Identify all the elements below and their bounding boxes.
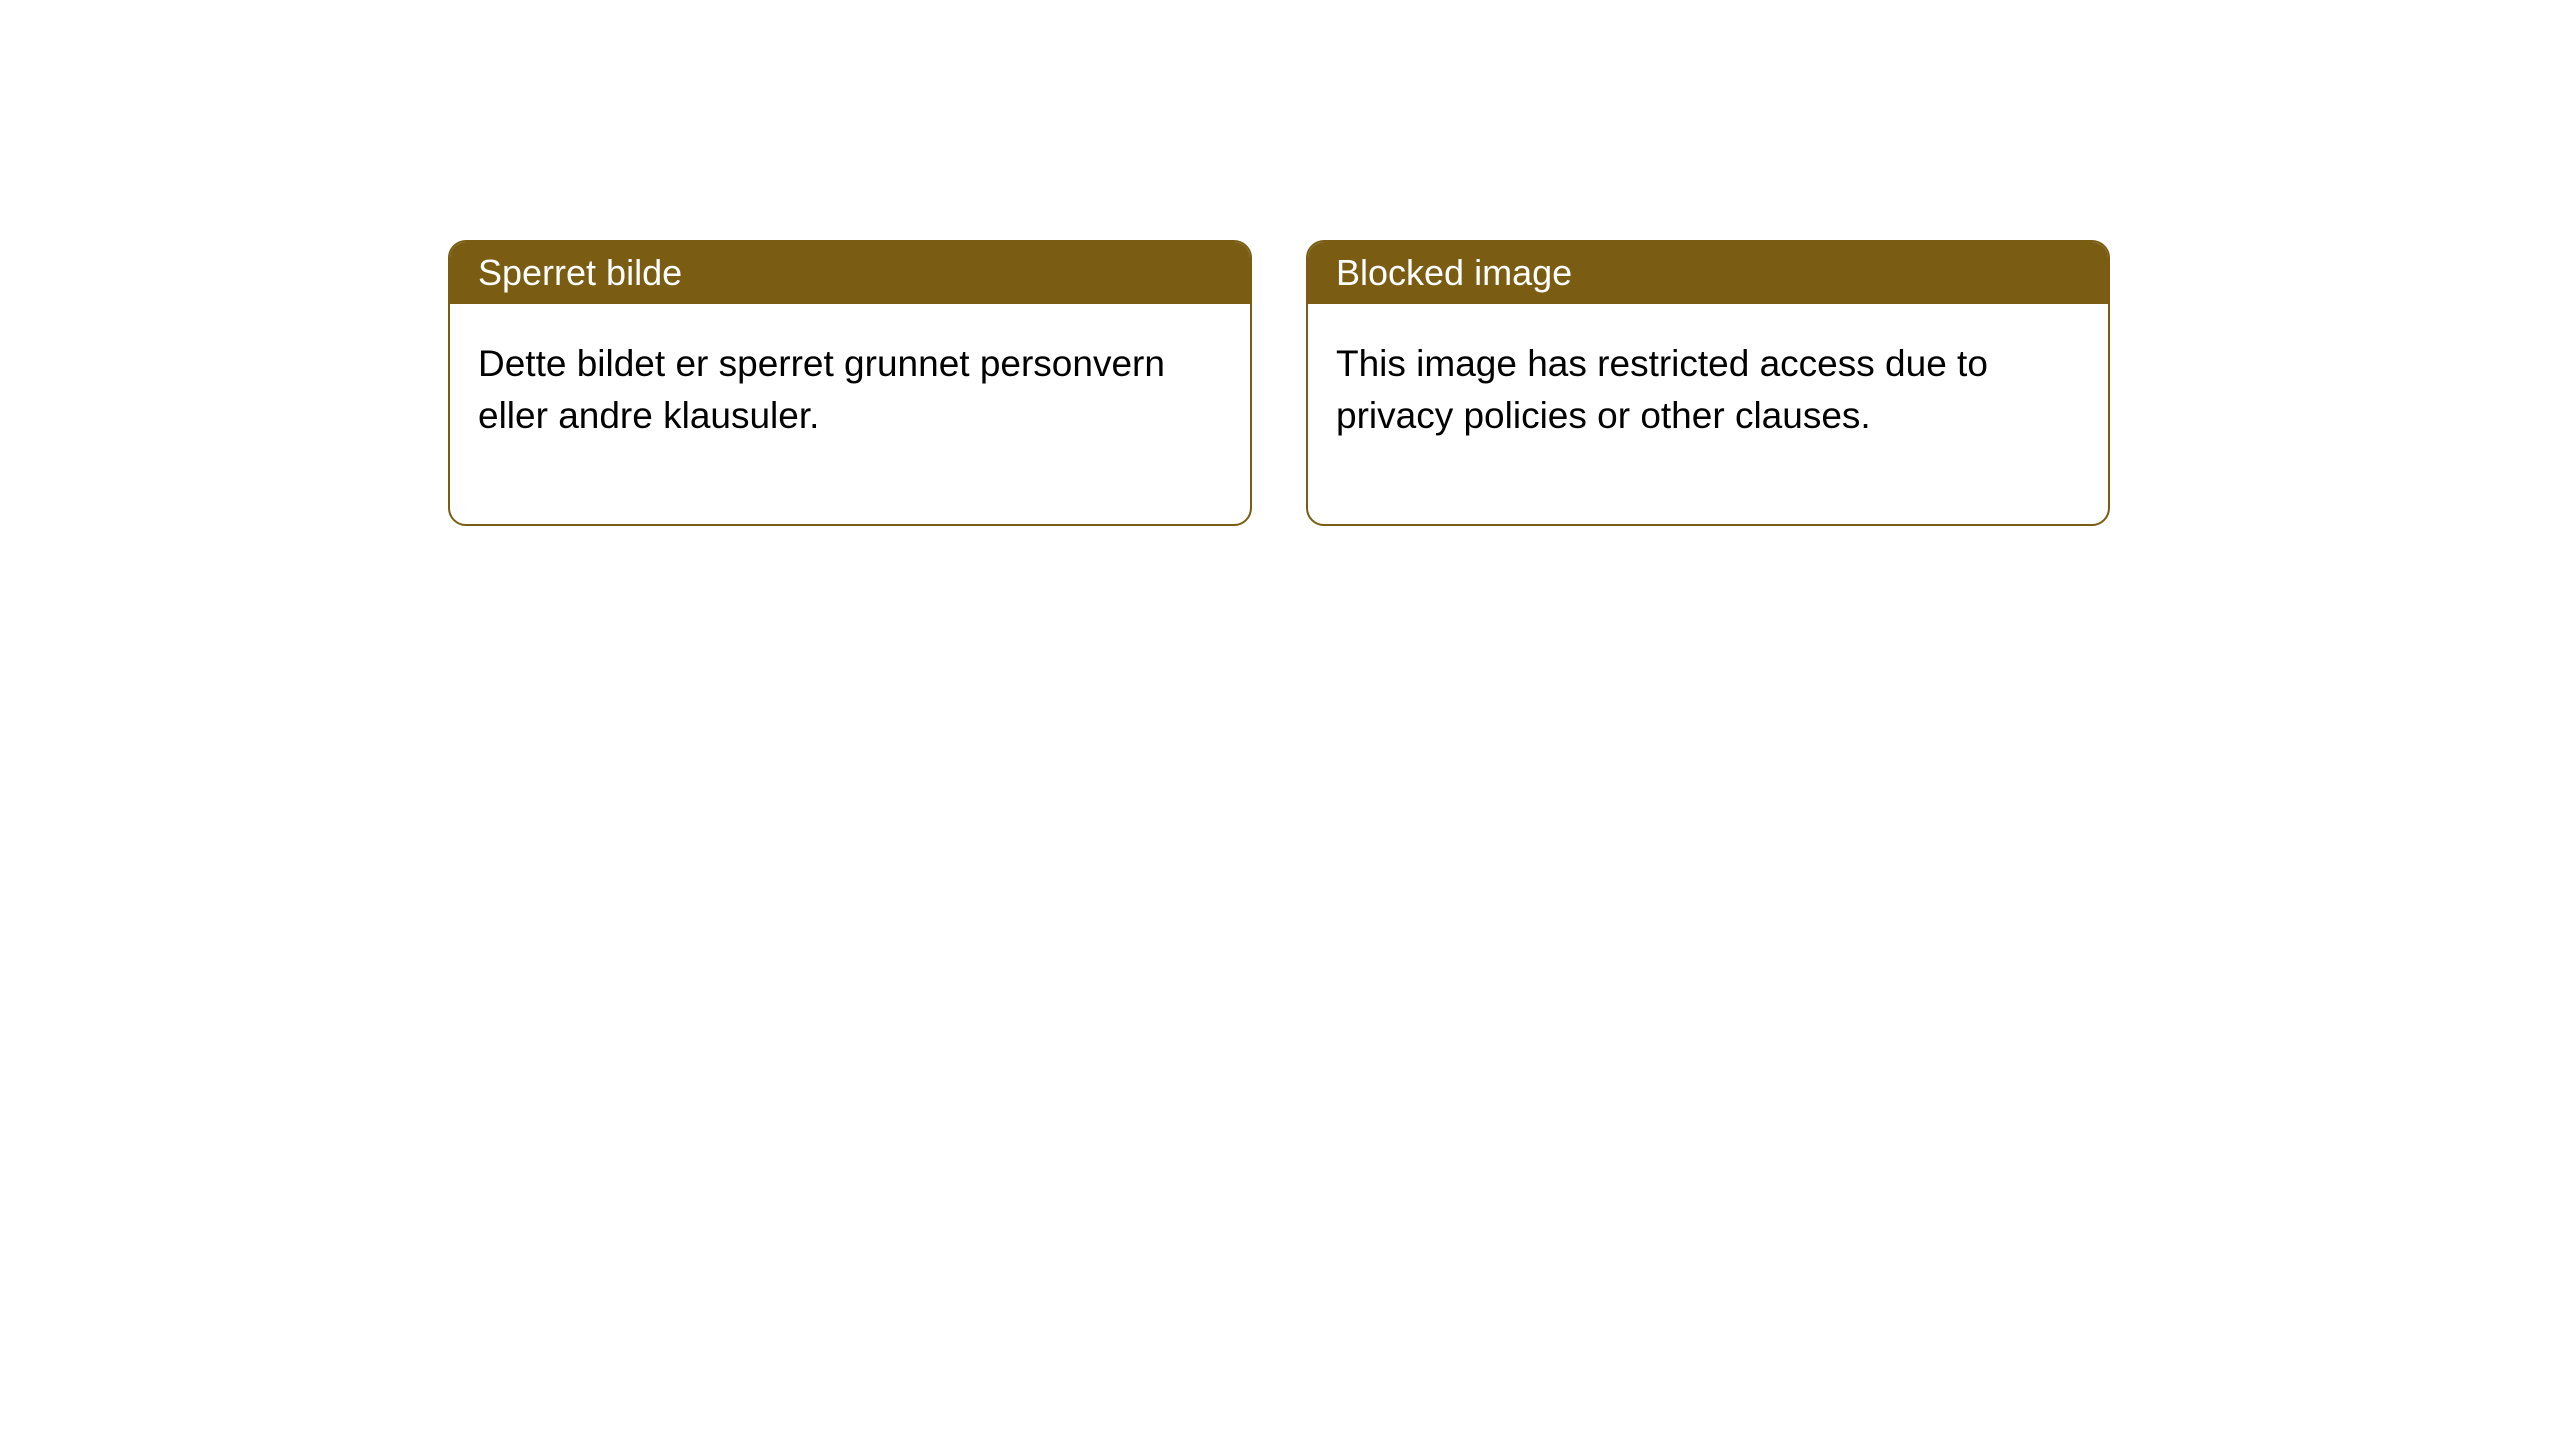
card-title-no: Sperret bilde	[478, 252, 682, 293]
card-title-en: Blocked image	[1336, 252, 1572, 293]
card-header-no: Sperret bilde	[450, 242, 1250, 304]
card-header-en: Blocked image	[1308, 242, 2108, 304]
card-message-en: This image has restricted access due to …	[1336, 343, 1988, 436]
card-body-en: This image has restricted access due to …	[1308, 304, 2108, 524]
card-body-no: Dette bildet er sperret grunnet personve…	[450, 304, 1250, 524]
blocked-card-en: Blocked image This image has restricted …	[1306, 240, 2110, 526]
blocked-image-cards: Sperret bilde Dette bildet er sperret gr…	[448, 240, 2110, 526]
card-message-no: Dette bildet er sperret grunnet personve…	[478, 343, 1165, 436]
blocked-card-no: Sperret bilde Dette bildet er sperret gr…	[448, 240, 1252, 526]
